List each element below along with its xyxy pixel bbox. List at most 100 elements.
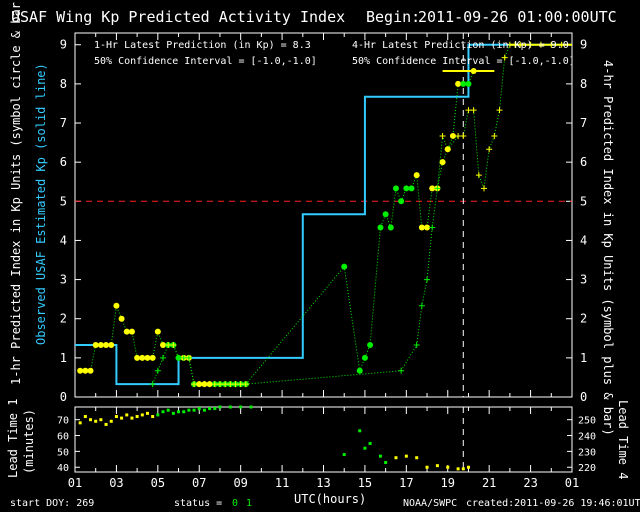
lead-time-frame — [74, 406, 573, 473]
lead-time-point — [114, 415, 118, 419]
y-tick-label-right: 7 — [580, 116, 587, 130]
four-hr-point — [154, 367, 161, 374]
lead-time-point — [249, 405, 253, 409]
lead-time-point — [130, 416, 134, 420]
one-hr-point — [408, 185, 415, 192]
lead-time-point — [461, 467, 465, 471]
y-tick-label-right: 5 — [580, 194, 587, 208]
four-hr-point — [486, 146, 493, 153]
lead-time-point — [358, 429, 362, 433]
four-hr-point — [201, 381, 208, 388]
lead-y-tick-label-left: 70 — [57, 416, 69, 427]
lead-y-tick-label-right: 240 — [578, 432, 596, 443]
one-hr-point — [154, 328, 161, 335]
x-tick-label: 01 — [68, 476, 82, 490]
lead-y-tick-label-right: 230 — [578, 447, 596, 458]
one-hr-point — [160, 341, 167, 348]
y-tick-label-left: 4 — [60, 233, 67, 247]
one-hr-point — [128, 328, 135, 335]
lead-time-left-label-2: (minutes) — [22, 408, 36, 474]
y-tick-label-right: 0 — [580, 390, 587, 404]
lead-time-point — [104, 422, 108, 426]
chart-title: USAF Wing Kp Predicted Activity Index — [11, 8, 346, 26]
x-tick-label: 17 — [399, 476, 413, 490]
four-hr-point — [206, 381, 213, 388]
lead-time-point — [384, 460, 388, 464]
one-hr-point — [108, 341, 115, 348]
y-tick-label-right: 9 — [580, 38, 587, 52]
one-hr-point — [398, 198, 405, 205]
four-hr-point — [418, 302, 425, 309]
four-hr-point — [191, 381, 198, 388]
y-tick-label-left: 3 — [60, 273, 67, 287]
y-tick-label-left: 0 — [60, 390, 67, 404]
lead-time-point — [135, 415, 139, 419]
one-hr-point — [382, 211, 389, 218]
one-hr-point — [460, 80, 467, 87]
left-ylabel: 1-hr Predicted Index in Kp Units (symbol… — [9, 0, 23, 385]
one-hr-connector — [80, 70, 475, 385]
lead-time-point — [89, 418, 93, 422]
lead-time-point — [378, 454, 382, 458]
lead-time-point — [404, 454, 408, 458]
four-hr-point — [180, 354, 187, 361]
lead-time-point — [94, 419, 98, 423]
one-hr-point — [439, 159, 446, 166]
four-hr-point — [196, 381, 203, 388]
lead-time-point — [239, 405, 243, 409]
y-tick-label-left: 8 — [60, 77, 67, 91]
start-doy: start DOY: 269 — [10, 498, 95, 509]
one-hr-point — [418, 224, 425, 231]
four-hr-point — [470, 107, 477, 114]
lead-time-point — [125, 413, 129, 417]
lead-time-point — [228, 405, 232, 409]
one-hr-point — [424, 224, 431, 231]
y-tick-label-left: 1 — [60, 351, 67, 365]
x-tick-label: 19 — [441, 476, 455, 490]
lead-time-point — [202, 408, 206, 412]
lead-time-point — [415, 456, 419, 460]
one-hr-point — [149, 354, 156, 361]
one-hr-point — [82, 367, 89, 374]
four-hr-point — [424, 276, 431, 283]
begin-label: Begin: — [366, 8, 421, 26]
source-label: NOAA/SWPC — [403, 498, 458, 509]
four-hr-point — [175, 354, 182, 361]
lead-time-point — [456, 467, 460, 471]
y-tick-label-right: 6 — [580, 155, 587, 169]
lead-time-point — [182, 410, 186, 414]
begin-value: 2011-09-26 01:00:00UTC — [418, 8, 617, 26]
lead-time-left-label-1: Lead Time 1 — [6, 398, 20, 478]
one-hr-point — [403, 185, 410, 192]
one-hr-point — [377, 224, 384, 231]
lead-time-point — [425, 465, 429, 469]
lead-time-point — [171, 411, 175, 415]
lead-time-point — [435, 464, 439, 468]
lead-time-point — [161, 410, 165, 414]
one-hr-point — [113, 302, 120, 309]
left-ylabel-cyan: Observed USAF Estimated Kp (solid line) — [34, 63, 48, 345]
lead-time-point — [213, 407, 217, 411]
four-hr-point — [475, 172, 482, 179]
y-tick-label-right: 1 — [580, 351, 587, 365]
lead-time-point — [120, 416, 124, 420]
lead-time-right-label: Lead Time 4 — [616, 400, 630, 480]
lead-time-point — [192, 408, 196, 412]
lead-time-point — [446, 465, 450, 469]
four-hr-point — [216, 381, 223, 388]
x-tick-label: 23 — [523, 476, 537, 490]
one-hr-point — [387, 224, 394, 231]
one-hr-point — [139, 354, 146, 361]
one-hr-point — [134, 354, 141, 361]
four-hr-point — [242, 381, 249, 388]
legend-4hr-ci: 50% Confidence Interval = [-1.0,-1.0] — [352, 56, 575, 67]
one-hr-point — [356, 367, 363, 374]
x-tick-label: 09 — [233, 476, 247, 490]
one-hr-point — [367, 341, 374, 348]
four-hr-point — [455, 132, 462, 139]
four-hr-point — [496, 107, 503, 114]
four-hr-point — [165, 341, 172, 348]
created-timestamp: created:2011-09-26 19:46:01UTC — [466, 498, 640, 509]
lead-time-point — [368, 441, 372, 445]
